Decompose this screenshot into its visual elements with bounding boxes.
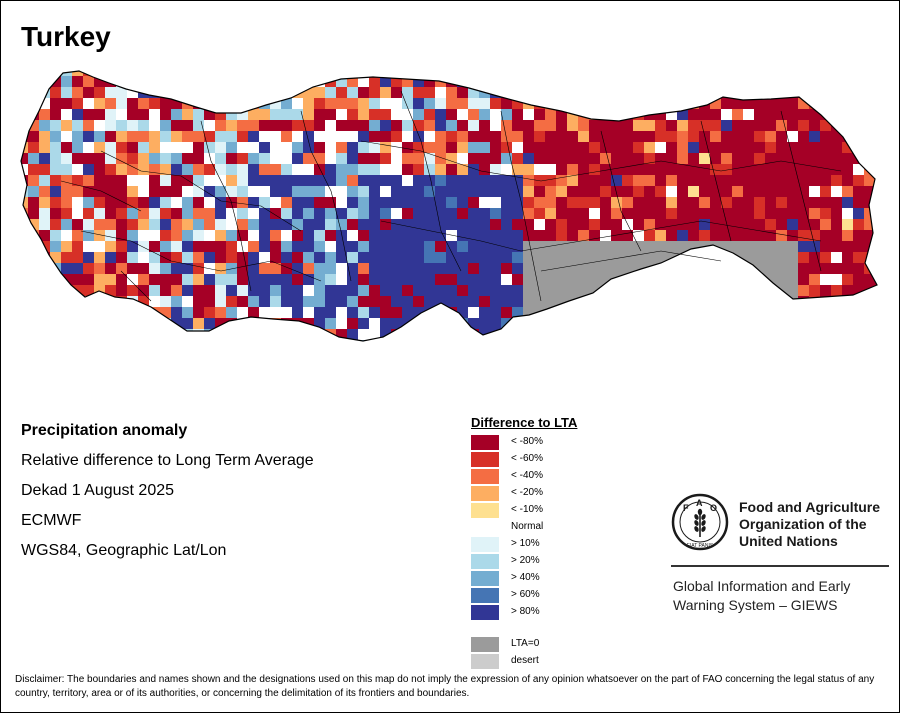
- legend-label: < -80%: [511, 436, 543, 447]
- legend-item: < -20%: [471, 484, 631, 501]
- fao-logo-letter-a: A: [696, 498, 703, 508]
- map-legend: Difference to LTA < -80% < -60% < -40% < -2…: [471, 415, 631, 669]
- info-variable: Precipitation anomaly: [21, 422, 188, 439]
- giews-name: Global Information and Early Warning Sys…: [673, 577, 850, 615]
- legend-label: > 80%: [511, 606, 540, 617]
- legend-swatch: [471, 588, 499, 603]
- legend-label: > 60%: [511, 589, 540, 600]
- fao-divider: [671, 565, 889, 567]
- precipitation-anomaly-map: [20, 70, 878, 342]
- legend-swatch: [471, 503, 499, 518]
- disclaimer: Disclaimer: The boundaries and names sho…: [15, 674, 875, 699]
- info-period: Dekad 1 August 2025: [21, 482, 175, 499]
- map-title: Turkey: [21, 21, 111, 52]
- legend-label: > 20%: [511, 555, 540, 566]
- legend-label: desert: [511, 655, 539, 666]
- legend-swatch: [471, 637, 499, 652]
- legend-item: < -60%: [471, 450, 631, 467]
- legend-label: > 40%: [511, 572, 540, 583]
- legend-item: < -40%: [471, 467, 631, 484]
- legend-label: < -20%: [511, 487, 543, 498]
- fao-logo-motto: FIAT PANIS: [687, 543, 714, 549]
- legend-item: > 60%: [471, 586, 631, 603]
- legend-item: > 10%: [471, 535, 631, 552]
- legend-swatch: [471, 520, 499, 535]
- fao-org-line-2: Organization of the: [739, 516, 867, 532]
- legend-swatch: [471, 654, 499, 669]
- legend-item: desert: [471, 652, 631, 669]
- giews-line-2: Warning System – GIEWS: [673, 597, 838, 613]
- legend-swatch: [471, 571, 499, 586]
- legend-swatch: [471, 554, 499, 569]
- legend-item: LTA=0: [471, 635, 631, 652]
- legend-label: Normal: [511, 521, 544, 532]
- legend-classes: < -80% < -60% < -40% < -20% < -10% Normal > 10…: [471, 433, 631, 620]
- fao-logo-letter-f: F: [683, 503, 689, 513]
- province-boundaries: [60, 90, 842, 302]
- legend-swatch: [471, 486, 499, 501]
- fao-org-line-1: Food and Agriculture: [739, 499, 881, 515]
- legend-swatch: [471, 435, 499, 450]
- fao-org-line-3: United Nations: [739, 533, 838, 549]
- legend-swatch: [471, 605, 499, 620]
- legend-item: > 20%: [471, 552, 631, 569]
- legend-item: < -10%: [471, 501, 631, 518]
- legend-item: < -80%: [471, 433, 631, 450]
- legend-label: < -40%: [511, 470, 543, 481]
- legend-label: < -60%: [511, 453, 543, 464]
- giews-line-1: Global Information and Early: [673, 578, 851, 594]
- info-projection: WGS84, Geographic Lat/Lon: [21, 542, 227, 559]
- legend-swatch: [471, 452, 499, 467]
- fao-logo: F A O FIAT PANIS: [671, 493, 729, 551]
- legend-label: LTA=0: [511, 638, 540, 649]
- info-source: ECMWF: [21, 512, 82, 529]
- legend-item: > 80%: [471, 603, 631, 620]
- map-info: Precipitation anomaly Relative differenc…: [21, 421, 314, 571]
- legend-extra-classes: LTA=0 desert: [471, 635, 631, 669]
- legend-label: < -10%: [511, 504, 543, 515]
- fao-logo-letter-o: O: [710, 503, 717, 513]
- legend-title: Difference to LTA: [471, 415, 578, 430]
- legend-swatch: [471, 537, 499, 552]
- legend-swatch: [471, 469, 499, 484]
- legend-label: > 10%: [511, 538, 540, 549]
- info-description: Relative difference to Long Term Average: [21, 452, 314, 469]
- legend-item: Normal: [471, 518, 631, 535]
- fao-organization-name: Food and Agriculture Organization of the…: [739, 499, 880, 550]
- legend-item: > 40%: [471, 569, 631, 586]
